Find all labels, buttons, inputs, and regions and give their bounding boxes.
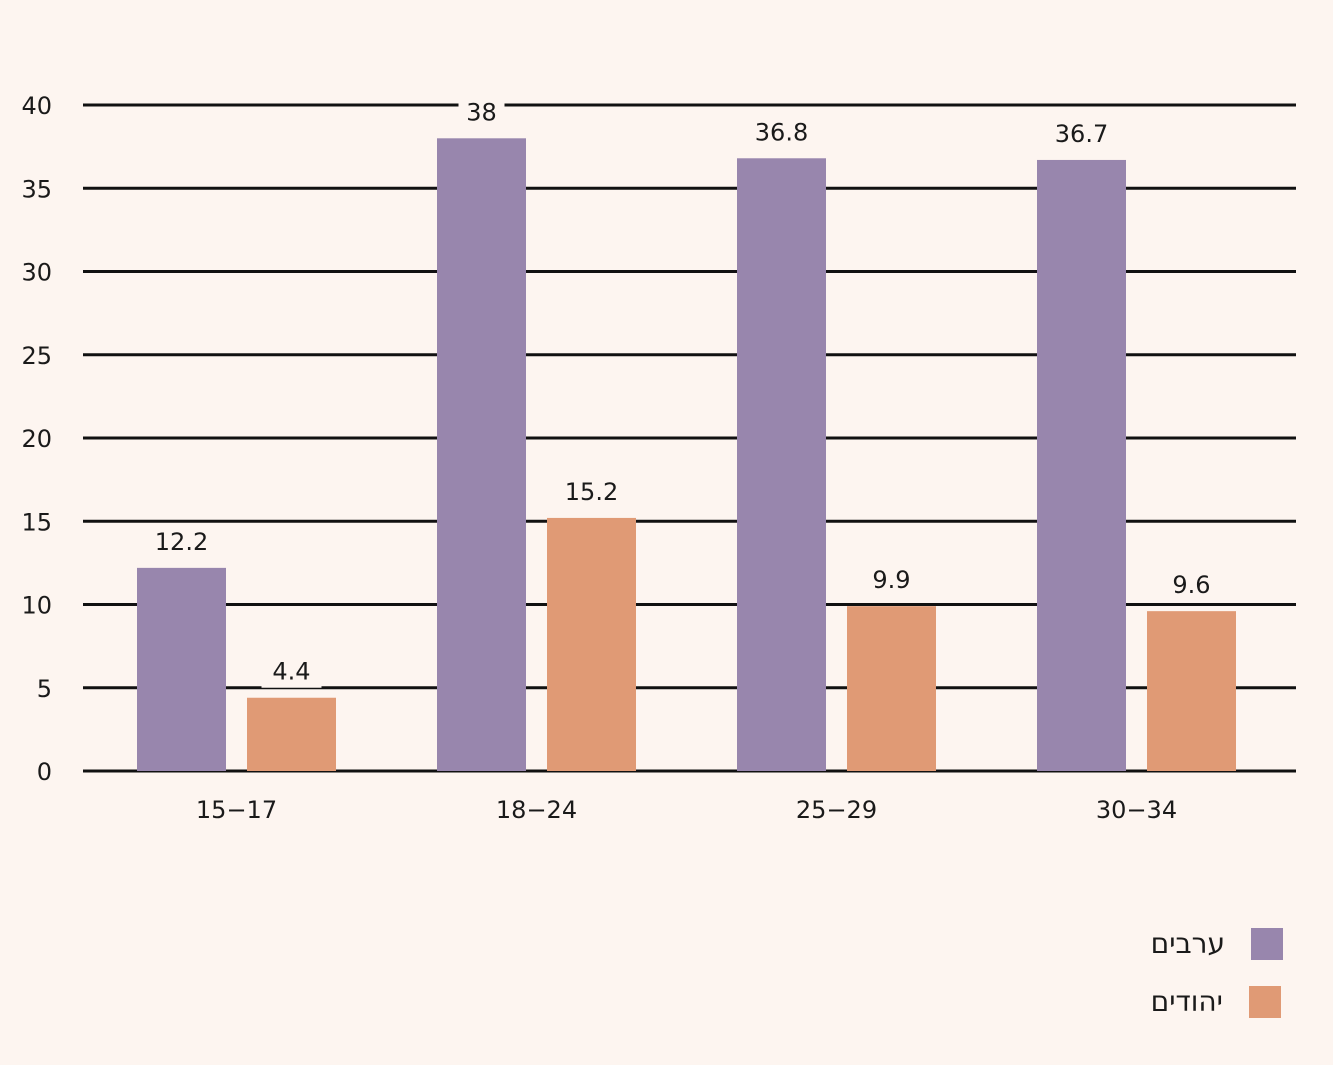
data-labels: 12.2 4.4 38 15.2 36.8 9.9 36.7 9.6 bbox=[144, 96, 1222, 688]
bar-arabs-30-34 bbox=[1037, 159, 1126, 771]
y-axis-ticks: 0 5 10 15 20 25 30 35 40 bbox=[21, 92, 52, 786]
x-tick-label: 30−34 bbox=[1096, 796, 1177, 824]
legend-swatch-jews bbox=[1248, 986, 1281, 1018]
data-label-bg bbox=[1161, 569, 1222, 602]
legend-item-jews: יהודים bbox=[1151, 986, 1283, 1018]
data-label: 4.4 bbox=[272, 658, 310, 686]
data-label-bg bbox=[554, 475, 629, 508]
bar-jews-18-24 bbox=[547, 517, 636, 771]
y-tick-label: 35 bbox=[21, 175, 52, 203]
legend-swatch-arabs bbox=[1251, 928, 1283, 960]
bars bbox=[137, 138, 1236, 772]
data-label-bg bbox=[261, 655, 322, 688]
y-tick-label: 15 bbox=[21, 508, 52, 536]
data-label: 15.2 bbox=[565, 478, 618, 506]
legend: ערבים יהודים bbox=[1151, 928, 1283, 1018]
data-label: 9.6 bbox=[1172, 571, 1210, 599]
legend-label-jews: יהודים bbox=[1150, 985, 1223, 1018]
bar-arabs-15-17 bbox=[137, 567, 226, 771]
bar-arabs-18-24 bbox=[437, 138, 526, 772]
data-label-bg bbox=[1044, 117, 1119, 150]
legend-label-arabs: ערבים bbox=[1150, 927, 1225, 960]
x-tick-label: 18−24 bbox=[496, 796, 577, 824]
data-label-bg bbox=[144, 525, 219, 558]
x-tick-label: 25−29 bbox=[796, 796, 877, 824]
y-tick-label: 40 bbox=[21, 92, 52, 120]
y-tick-label: 0 bbox=[37, 758, 52, 786]
data-label-bg bbox=[458, 96, 505, 129]
data-label: 36.7 bbox=[1055, 120, 1108, 148]
y-tick-label: 30 bbox=[21, 259, 52, 287]
y-tick-label: 5 bbox=[37, 675, 52, 703]
bar-arabs-25-29 bbox=[737, 158, 826, 771]
gridlines bbox=[83, 103, 1296, 773]
data-label-bg bbox=[861, 564, 922, 597]
x-axis-ticks: 15−17 18−24 25−29 30−34 bbox=[196, 796, 1177, 824]
legend-item-arabs: ערבים bbox=[1151, 928, 1283, 960]
bar-jews-25-29 bbox=[847, 606, 936, 771]
data-label: 38 bbox=[466, 98, 497, 126]
x-tick-label: 15−17 bbox=[196, 796, 277, 824]
bar-jews-30-34 bbox=[1147, 611, 1236, 771]
data-label: 12.2 bbox=[155, 528, 208, 556]
data-label: 36.8 bbox=[755, 118, 808, 146]
data-label: 9.9 bbox=[872, 566, 910, 594]
y-tick-label: 20 bbox=[21, 425, 52, 453]
y-tick-label: 25 bbox=[21, 342, 52, 370]
data-label-bg bbox=[744, 116, 819, 149]
bar-jews-15-17 bbox=[247, 697, 336, 771]
y-tick-label: 10 bbox=[21, 592, 52, 620]
